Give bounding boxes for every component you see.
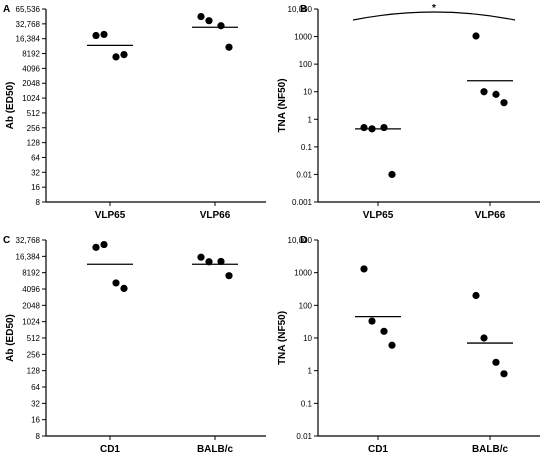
data-point <box>120 284 128 293</box>
y-axis-title: Ab (ED50) <box>5 314 16 362</box>
y-tick-label: 10 <box>303 334 312 343</box>
y-tick-label: 64 <box>31 153 40 162</box>
y-tick-label: 1 <box>308 115 313 124</box>
data-point <box>225 43 233 51</box>
y-tick-label: 8 <box>36 198 41 207</box>
y-tick-label: 8 <box>36 432 41 441</box>
data-point <box>380 123 388 132</box>
y-tick-label: 100 <box>299 60 313 69</box>
y-axis-title: TNA (NF50) <box>277 78 288 132</box>
y-tick-label: 16 <box>31 183 40 192</box>
y-tick-label: 10,000 <box>288 236 313 245</box>
y-tick-label: 1000 <box>294 269 312 278</box>
y-tick-label: 512 <box>27 109 41 118</box>
y-tick-label: 0.01 <box>296 432 312 441</box>
data-point <box>205 258 213 266</box>
y-tick-label: 65,536 <box>16 5 41 14</box>
panel-label: A <box>3 4 10 15</box>
x-tick-label: CD1 <box>100 444 120 453</box>
y-tick-label: 32 <box>31 168 40 177</box>
data-point <box>225 272 233 280</box>
data-point <box>380 327 388 335</box>
panel-label: D <box>300 235 307 246</box>
data-point <box>388 341 396 349</box>
y-tick-label: 32 <box>31 399 40 408</box>
y-tick-label: 0.001 <box>292 198 313 207</box>
data-point <box>197 253 205 261</box>
data-point <box>112 279 120 287</box>
y-axis-title: Ab (ED50) <box>5 82 16 130</box>
data-point <box>217 22 225 30</box>
y-tick-label: 64 <box>31 383 40 392</box>
y-tick-label: 256 <box>27 124 41 133</box>
data-point <box>100 30 108 39</box>
data-point <box>217 257 225 266</box>
x-tick-label: VLP66 <box>475 210 506 221</box>
data-point <box>368 317 376 325</box>
data-point <box>112 53 120 61</box>
x-tick-label: VLP66 <box>200 210 231 221</box>
data-point <box>480 88 488 96</box>
data-point <box>500 99 508 107</box>
y-tick-label: 1024 <box>22 94 40 103</box>
y-tick-label: 128 <box>27 367 41 376</box>
y-tick-label: 0.1 <box>301 399 313 408</box>
y-tick-label: 8192 <box>22 269 40 278</box>
data-point <box>388 170 396 179</box>
y-tick-label: 8192 <box>22 50 40 59</box>
y-tick-label: 32,768 <box>16 236 41 245</box>
y-tick-label: 10 <box>303 88 312 97</box>
y-tick-label: 10,000 <box>288 5 313 14</box>
y-tick-label: 100 <box>299 301 313 310</box>
panel-label: C <box>3 235 10 246</box>
data-point <box>100 240 108 249</box>
y-tick-label: 0.1 <box>301 143 313 152</box>
x-tick-label: VLP65 <box>363 210 394 221</box>
panel-label: B <box>300 4 307 15</box>
y-tick-label: 0.01 <box>296 170 312 179</box>
x-tick-label: VLP65 <box>95 210 126 221</box>
y-tick-label: 16 <box>31 416 40 425</box>
significance-marker: * <box>432 3 436 14</box>
x-tick-label: BALB/c <box>472 444 509 453</box>
significance-bracket <box>352 11 516 21</box>
data-point <box>492 90 500 98</box>
y-tick-label: 4096 <box>22 285 40 294</box>
y-tick-label: 256 <box>27 350 41 359</box>
y-tick-label: 16,384 <box>16 252 41 261</box>
data-point <box>92 243 100 251</box>
data-point <box>500 370 508 378</box>
y-tick-label: 1024 <box>22 318 40 327</box>
data-point <box>92 31 100 40</box>
y-tick-label: 32,768 <box>16 20 41 29</box>
y-tick-label: 512 <box>27 334 41 343</box>
data-point <box>205 17 213 25</box>
data-point <box>480 334 488 342</box>
y-tick-label: 1 <box>308 367 313 376</box>
y-tick-label: 128 <box>27 139 41 148</box>
data-point <box>492 358 500 366</box>
data-point <box>368 125 376 133</box>
y-tick-label: 16,384 <box>16 35 41 44</box>
y-tick-label: 4096 <box>22 64 40 73</box>
y-tick-label: 1000 <box>294 33 312 42</box>
x-tick-label: BALB/c <box>197 444 234 453</box>
data-point <box>197 12 205 21</box>
y-tick-label: 2048 <box>22 79 40 88</box>
y-axis-title: TNA (NF50) <box>277 311 288 365</box>
data-point <box>472 32 480 40</box>
x-tick-label: CD1 <box>368 444 388 453</box>
data-point <box>120 50 128 59</box>
y-tick-label: 2048 <box>22 301 40 310</box>
data-point <box>472 291 480 300</box>
data-point <box>360 265 368 273</box>
data-point <box>360 123 368 132</box>
